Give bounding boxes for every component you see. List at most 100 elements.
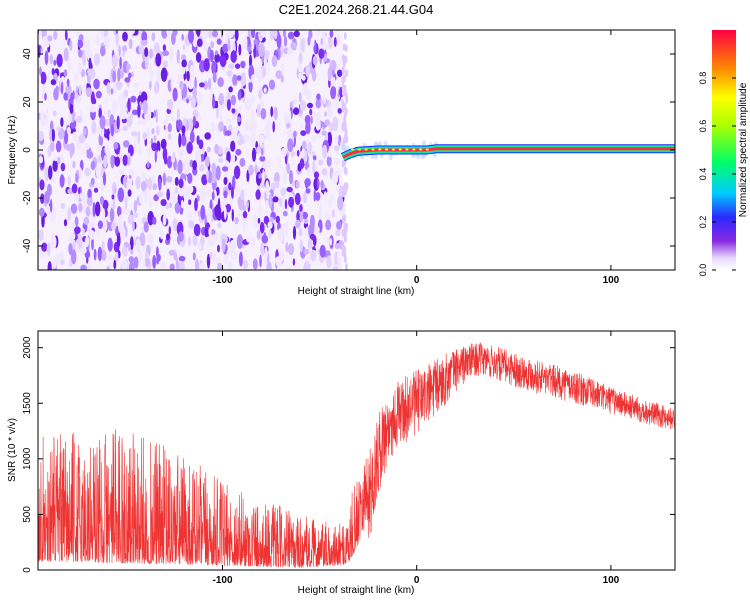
- noise-blob: [56, 53, 63, 68]
- noise-blob: [284, 199, 288, 210]
- noise-blob: [231, 113, 235, 121]
- noise-blob: [133, 256, 139, 269]
- noise-blob: [78, 49, 83, 58]
- noise-blob: [249, 133, 256, 148]
- noise-blob: [299, 239, 303, 252]
- noise-blob: [157, 150, 161, 159]
- noise-blob: [74, 216, 79, 227]
- noise-blob: [246, 235, 251, 243]
- noise-blob: [57, 251, 64, 261]
- noise-blob: [206, 253, 211, 269]
- noise-blob: [258, 43, 265, 57]
- noise-blob: [256, 229, 261, 240]
- noise-blob: [67, 175, 71, 187]
- noise-blob: [264, 50, 270, 59]
- noise-blob: [38, 130, 44, 142]
- noise-edge: [345, 95, 349, 104]
- noise-blob: [316, 178, 320, 189]
- noise-blob: [272, 196, 279, 203]
- noise-blob: [44, 92, 47, 101]
- noise-blob: [280, 63, 285, 74]
- noise-blob: [118, 168, 125, 176]
- noise-blob: [218, 93, 224, 106]
- noise-blob: [207, 77, 212, 90]
- noise-blob: [55, 85, 59, 93]
- noise-blob: [141, 120, 146, 126]
- noise-blob: [91, 221, 96, 230]
- noise-blob: [79, 192, 86, 200]
- y-tick-label: 40: [22, 48, 33, 60]
- noise-blob: [216, 38, 222, 45]
- noise-blob: [121, 227, 126, 241]
- noise-blob: [316, 93, 321, 100]
- noise-blob: [68, 113, 72, 124]
- noise-blob: [251, 147, 257, 162]
- noise-blob: [155, 53, 162, 67]
- noise-blob: [307, 102, 313, 109]
- noise-blob: [307, 35, 311, 46]
- noise-blob: [212, 251, 216, 264]
- noise-blob: [106, 147, 111, 162]
- signal-dot: [419, 148, 423, 151]
- noise-blob: [260, 242, 265, 257]
- noise-blob: [310, 105, 316, 120]
- noise-blob: [128, 72, 132, 79]
- noise-blob: [304, 178, 311, 187]
- noise-blob: [74, 93, 79, 100]
- noise-blob: [235, 63, 241, 69]
- noise-blob: [222, 43, 229, 53]
- noise-blob: [286, 162, 291, 174]
- noise-blob: [93, 98, 97, 105]
- noise-blob: [329, 238, 333, 246]
- noise-blob: [117, 82, 123, 89]
- noise-blob: [280, 187, 287, 196]
- noise-blob: [206, 169, 209, 182]
- noise-edge: [343, 84, 347, 93]
- noise-blob: [147, 106, 152, 121]
- x-tick-label: 100: [603, 275, 620, 286]
- noise-blob: [214, 53, 220, 63]
- noise-blob: [128, 256, 135, 263]
- bottom-x-axis-label: Height of straight line (km): [298, 585, 415, 596]
- noise-blob: [185, 185, 189, 196]
- noise-blob: [331, 170, 339, 185]
- noise-blob: [320, 180, 324, 189]
- noise-blob: [146, 161, 150, 169]
- noise-blob: [206, 207, 213, 220]
- colorbar-gradient: [712, 30, 736, 270]
- noise-blob: [215, 165, 221, 181]
- noise-blob: [44, 50, 49, 65]
- noise-blob: [76, 115, 83, 123]
- noise-blob: [260, 108, 267, 120]
- noise-blob: [289, 101, 295, 108]
- noise-blob: [100, 196, 104, 205]
- noise-blob: [50, 79, 57, 86]
- noise-blob: [53, 30, 58, 40]
- noise-blob: [121, 106, 128, 113]
- noise-blob: [157, 254, 161, 262]
- y-tick-label: -40: [22, 238, 33, 253]
- signal-halo: [374, 153, 379, 160]
- noise-edge: [343, 255, 347, 264]
- noise-blob: [315, 192, 321, 201]
- noise-blob: [120, 112, 127, 120]
- noise-blob: [124, 77, 131, 83]
- noise-blob: [227, 38, 231, 52]
- noise-blob: [84, 236, 90, 247]
- noise-blob: [86, 197, 93, 206]
- noise-blob: [292, 225, 297, 240]
- noise-blob: [45, 41, 50, 48]
- noise-blob: [281, 223, 288, 232]
- noise-blob: [266, 261, 272, 270]
- noise-blob: [141, 31, 148, 43]
- noise-blob: [237, 90, 242, 101]
- noise-blob: [128, 260, 135, 270]
- noise-edge: [344, 187, 347, 196]
- noise-blob: [217, 264, 221, 270]
- noise-blob: [292, 258, 296, 266]
- noise-blob: [166, 155, 173, 169]
- noise-blob: [285, 241, 289, 253]
- noise-blob: [275, 70, 282, 80]
- noise-blob: [172, 87, 178, 102]
- noise-blob: [49, 198, 53, 213]
